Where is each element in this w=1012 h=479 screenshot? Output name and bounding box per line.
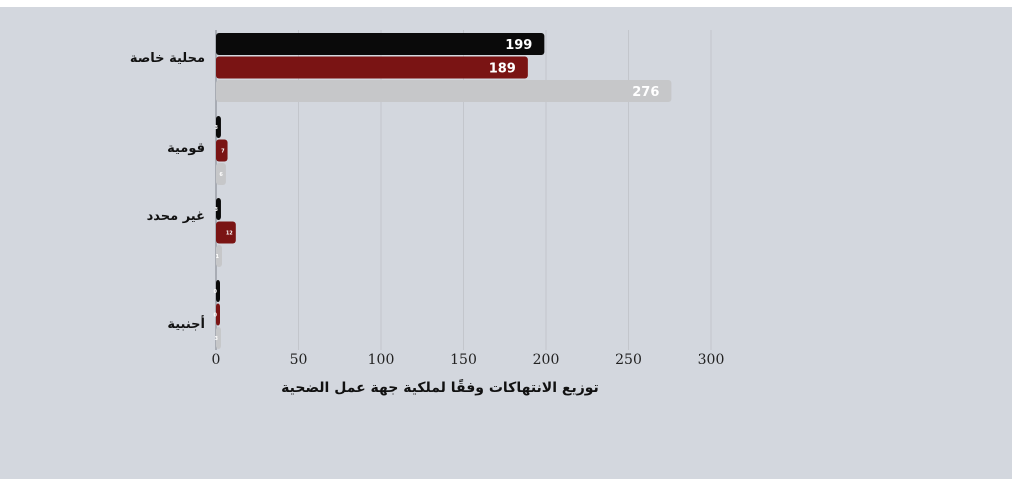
bar	[216, 280, 220, 302]
bar	[216, 327, 221, 349]
bar	[216, 116, 221, 138]
x-tick-label: 150	[450, 352, 477, 368]
bar-value-label: 1	[216, 254, 220, 260]
bar-value-label: 3	[214, 207, 218, 213]
x-tick-label: 50	[290, 352, 308, 368]
bar	[216, 303, 220, 326]
bar-value-label: 199	[505, 38, 532, 53]
bar-value-label: 6	[219, 172, 223, 178]
category-label: غير محدد	[147, 209, 205, 224]
bar-value-label: 0	[214, 289, 218, 295]
bar-value-label: 3	[214, 336, 218, 342]
bar	[216, 221, 236, 244]
bar	[216, 56, 528, 79]
x-tick-label: 250	[615, 352, 642, 368]
bar	[216, 198, 221, 220]
category-labels: محلية خاصة قومية غير محدد أجنبية	[130, 51, 205, 332]
x-tick-label: 300	[698, 352, 725, 368]
bar	[216, 139, 228, 162]
category-label: قومية	[167, 141, 205, 156]
x-axis-title: توزيع الانتهاكات وفقًا لملكية جهة عمل ال…	[281, 379, 599, 396]
x-tick-label: 0	[212, 352, 221, 368]
x-tick-labels: 0 50 100 150 200 250 300	[212, 352, 725, 368]
bar-value-label: 12	[226, 231, 233, 237]
bar-value-label: 276	[632, 85, 659, 100]
x-tick-label: 200	[533, 352, 560, 368]
bar	[216, 163, 226, 185]
bar	[216, 33, 545, 55]
category-label: محلية خاصة	[130, 51, 205, 66]
category-label: أجنبية	[167, 315, 205, 332]
bar-value-label: 0	[214, 313, 218, 319]
bar-value-label: 189	[489, 62, 516, 77]
x-tick-label: 100	[368, 352, 395, 368]
bar-value-label: 7	[221, 149, 225, 155]
bar	[216, 245, 222, 267]
bars: 199 189 276 3 7 6 3 12 1 0 0 3	[214, 33, 672, 349]
bar	[216, 80, 672, 102]
bar-value-label: 3	[214, 125, 218, 131]
